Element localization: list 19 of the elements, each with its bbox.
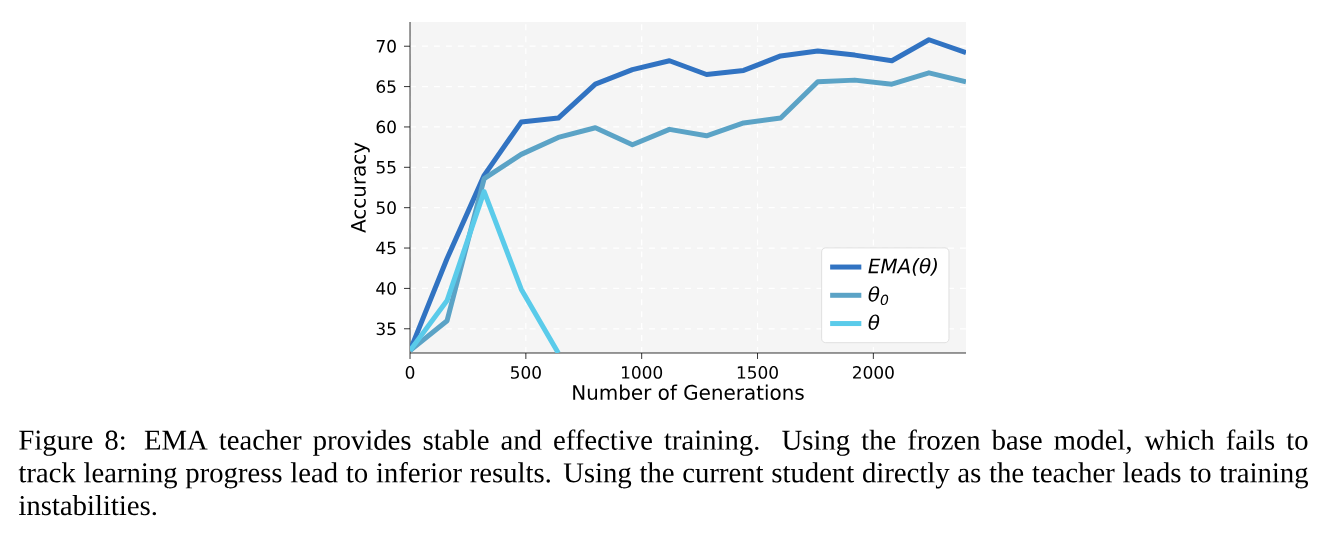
y-tick-label: 45 — [376, 241, 396, 255]
x-tick-label: 2000 — [853, 366, 894, 379]
legend-label: θ — [868, 314, 880, 330]
y-tick-label: 55 — [376, 161, 396, 174]
x-tick-label: 500 — [511, 366, 541, 379]
x-tick-label: 1000 — [622, 366, 663, 379]
legend-label: EMA(θ) — [868, 257, 937, 276]
y-tick-label: 35 — [376, 322, 396, 336]
x-tick-label: 0 — [405, 366, 415, 379]
y-tick-label: 60 — [376, 120, 396, 134]
x-axis-title: Number of Generations — [573, 384, 804, 400]
caption: Figure 8: EMA teacher provides stable and effective training. Using the frozen base model, which fails to track learning progress lead to inferior results. Using the current student directly as the teacher leads to training instabilities. — [18, 429, 1309, 516]
y-axis-title: Accuracy — [351, 142, 370, 233]
legend-label: θ$_{0}$ — [868, 286, 889, 306]
y-tick-label: 65 — [376, 80, 396, 93]
x-tick-label: 1500 — [737, 366, 778, 379]
y-tick-label: 50 — [376, 201, 396, 215]
y-tick-label: 70 — [376, 39, 396, 53]
y-tick-label: 40 — [376, 282, 396, 295]
